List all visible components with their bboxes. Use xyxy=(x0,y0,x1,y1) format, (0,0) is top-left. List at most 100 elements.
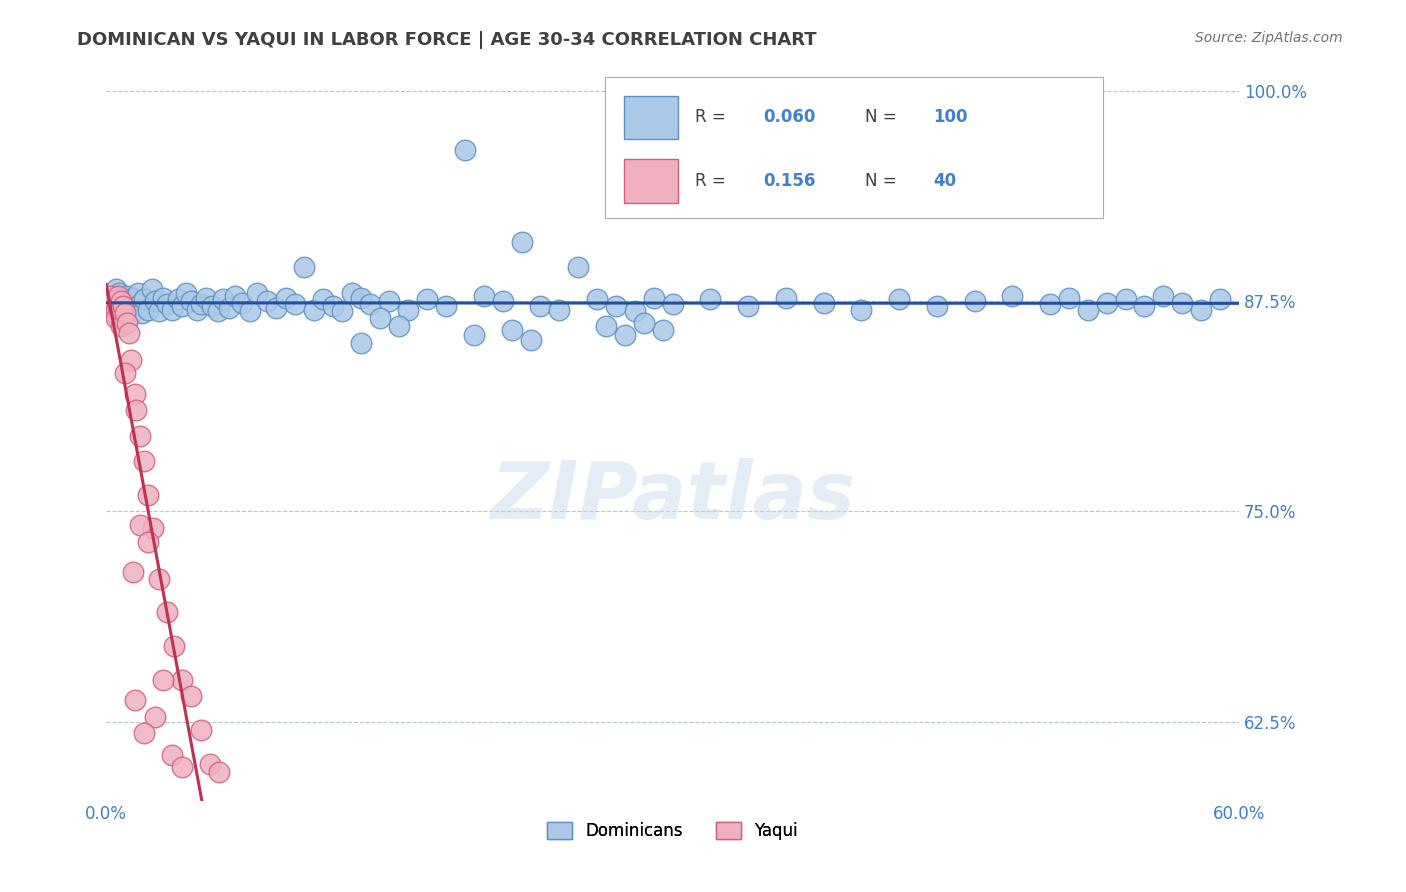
Point xyxy=(129,297,152,311)
Point xyxy=(963,294,986,309)
Point xyxy=(887,293,910,307)
Point xyxy=(104,310,127,325)
Point xyxy=(294,260,316,275)
Point xyxy=(104,302,127,317)
Text: 0.156: 0.156 xyxy=(763,172,815,190)
Point xyxy=(107,293,129,307)
Point xyxy=(180,690,202,704)
Point xyxy=(851,302,873,317)
Point xyxy=(107,299,129,313)
Point xyxy=(567,260,589,275)
Point xyxy=(350,291,373,305)
Point xyxy=(312,293,335,307)
Point xyxy=(218,301,240,315)
Point xyxy=(340,285,363,300)
Point xyxy=(127,285,149,300)
Point xyxy=(208,765,231,780)
Point xyxy=(322,299,344,313)
Point xyxy=(239,304,262,318)
Point xyxy=(101,299,124,313)
Legend: Dominicans, Yaqui: Dominicans, Yaqui xyxy=(540,815,804,847)
Point xyxy=(1001,289,1024,303)
Point xyxy=(1039,297,1062,311)
FancyBboxPatch shape xyxy=(605,78,1102,219)
Point xyxy=(132,454,155,468)
Point xyxy=(104,294,127,309)
Point xyxy=(110,319,132,334)
Point xyxy=(136,534,159,549)
Text: Source: ZipAtlas.com: Source: ZipAtlas.com xyxy=(1195,31,1343,45)
Point xyxy=(633,316,655,330)
Point xyxy=(643,291,665,305)
Point xyxy=(1077,302,1099,317)
Point xyxy=(388,319,411,334)
Text: R =: R = xyxy=(695,172,731,190)
Point xyxy=(148,304,170,318)
Point xyxy=(501,323,523,337)
Point xyxy=(107,289,129,303)
Point xyxy=(132,293,155,307)
Point xyxy=(142,521,165,535)
Point xyxy=(131,306,153,320)
Point xyxy=(163,639,186,653)
Point xyxy=(775,291,797,305)
Point xyxy=(652,323,675,337)
Point xyxy=(162,302,184,317)
Point xyxy=(121,565,143,579)
Point xyxy=(98,289,121,303)
Point xyxy=(360,297,382,311)
Point xyxy=(162,748,184,763)
Point xyxy=(115,316,138,330)
Point xyxy=(108,297,131,311)
Point xyxy=(623,304,645,318)
Point xyxy=(201,299,224,313)
Text: 0.060: 0.060 xyxy=(763,108,815,126)
Point xyxy=(143,294,166,309)
Point xyxy=(1171,295,1194,310)
Point xyxy=(104,282,127,296)
Point xyxy=(472,289,495,303)
Point xyxy=(378,294,401,309)
Point xyxy=(170,673,193,687)
Point xyxy=(1133,299,1156,313)
Point xyxy=(737,299,759,313)
Point xyxy=(614,327,637,342)
Point xyxy=(174,285,197,300)
Point xyxy=(246,285,269,300)
Point xyxy=(190,723,212,737)
Point xyxy=(350,336,373,351)
Point xyxy=(925,299,948,313)
Point xyxy=(148,572,170,586)
Point xyxy=(434,299,457,313)
Point xyxy=(129,517,152,532)
Point xyxy=(120,353,142,368)
Point xyxy=(595,319,617,334)
Point xyxy=(231,295,253,310)
Point xyxy=(548,302,571,317)
Text: R =: R = xyxy=(695,108,731,126)
Point xyxy=(1115,293,1137,307)
Point xyxy=(1189,302,1212,317)
Point xyxy=(190,297,212,311)
Point xyxy=(112,295,135,310)
Point xyxy=(114,301,136,315)
Point xyxy=(125,403,148,417)
Text: ZIPatlas: ZIPatlas xyxy=(491,458,855,536)
Point xyxy=(103,294,125,309)
Point xyxy=(170,299,193,313)
Point xyxy=(661,297,683,311)
Point xyxy=(256,294,278,309)
Point xyxy=(586,293,609,307)
Point xyxy=(454,143,477,157)
Point xyxy=(124,386,146,401)
Point xyxy=(170,760,193,774)
Point xyxy=(520,333,543,347)
Text: 100: 100 xyxy=(934,108,967,126)
Point xyxy=(121,291,143,305)
Point xyxy=(124,692,146,706)
Point xyxy=(330,304,353,318)
Point xyxy=(108,285,131,300)
Text: N =: N = xyxy=(865,108,901,126)
Point xyxy=(224,289,246,303)
Point xyxy=(207,304,229,318)
